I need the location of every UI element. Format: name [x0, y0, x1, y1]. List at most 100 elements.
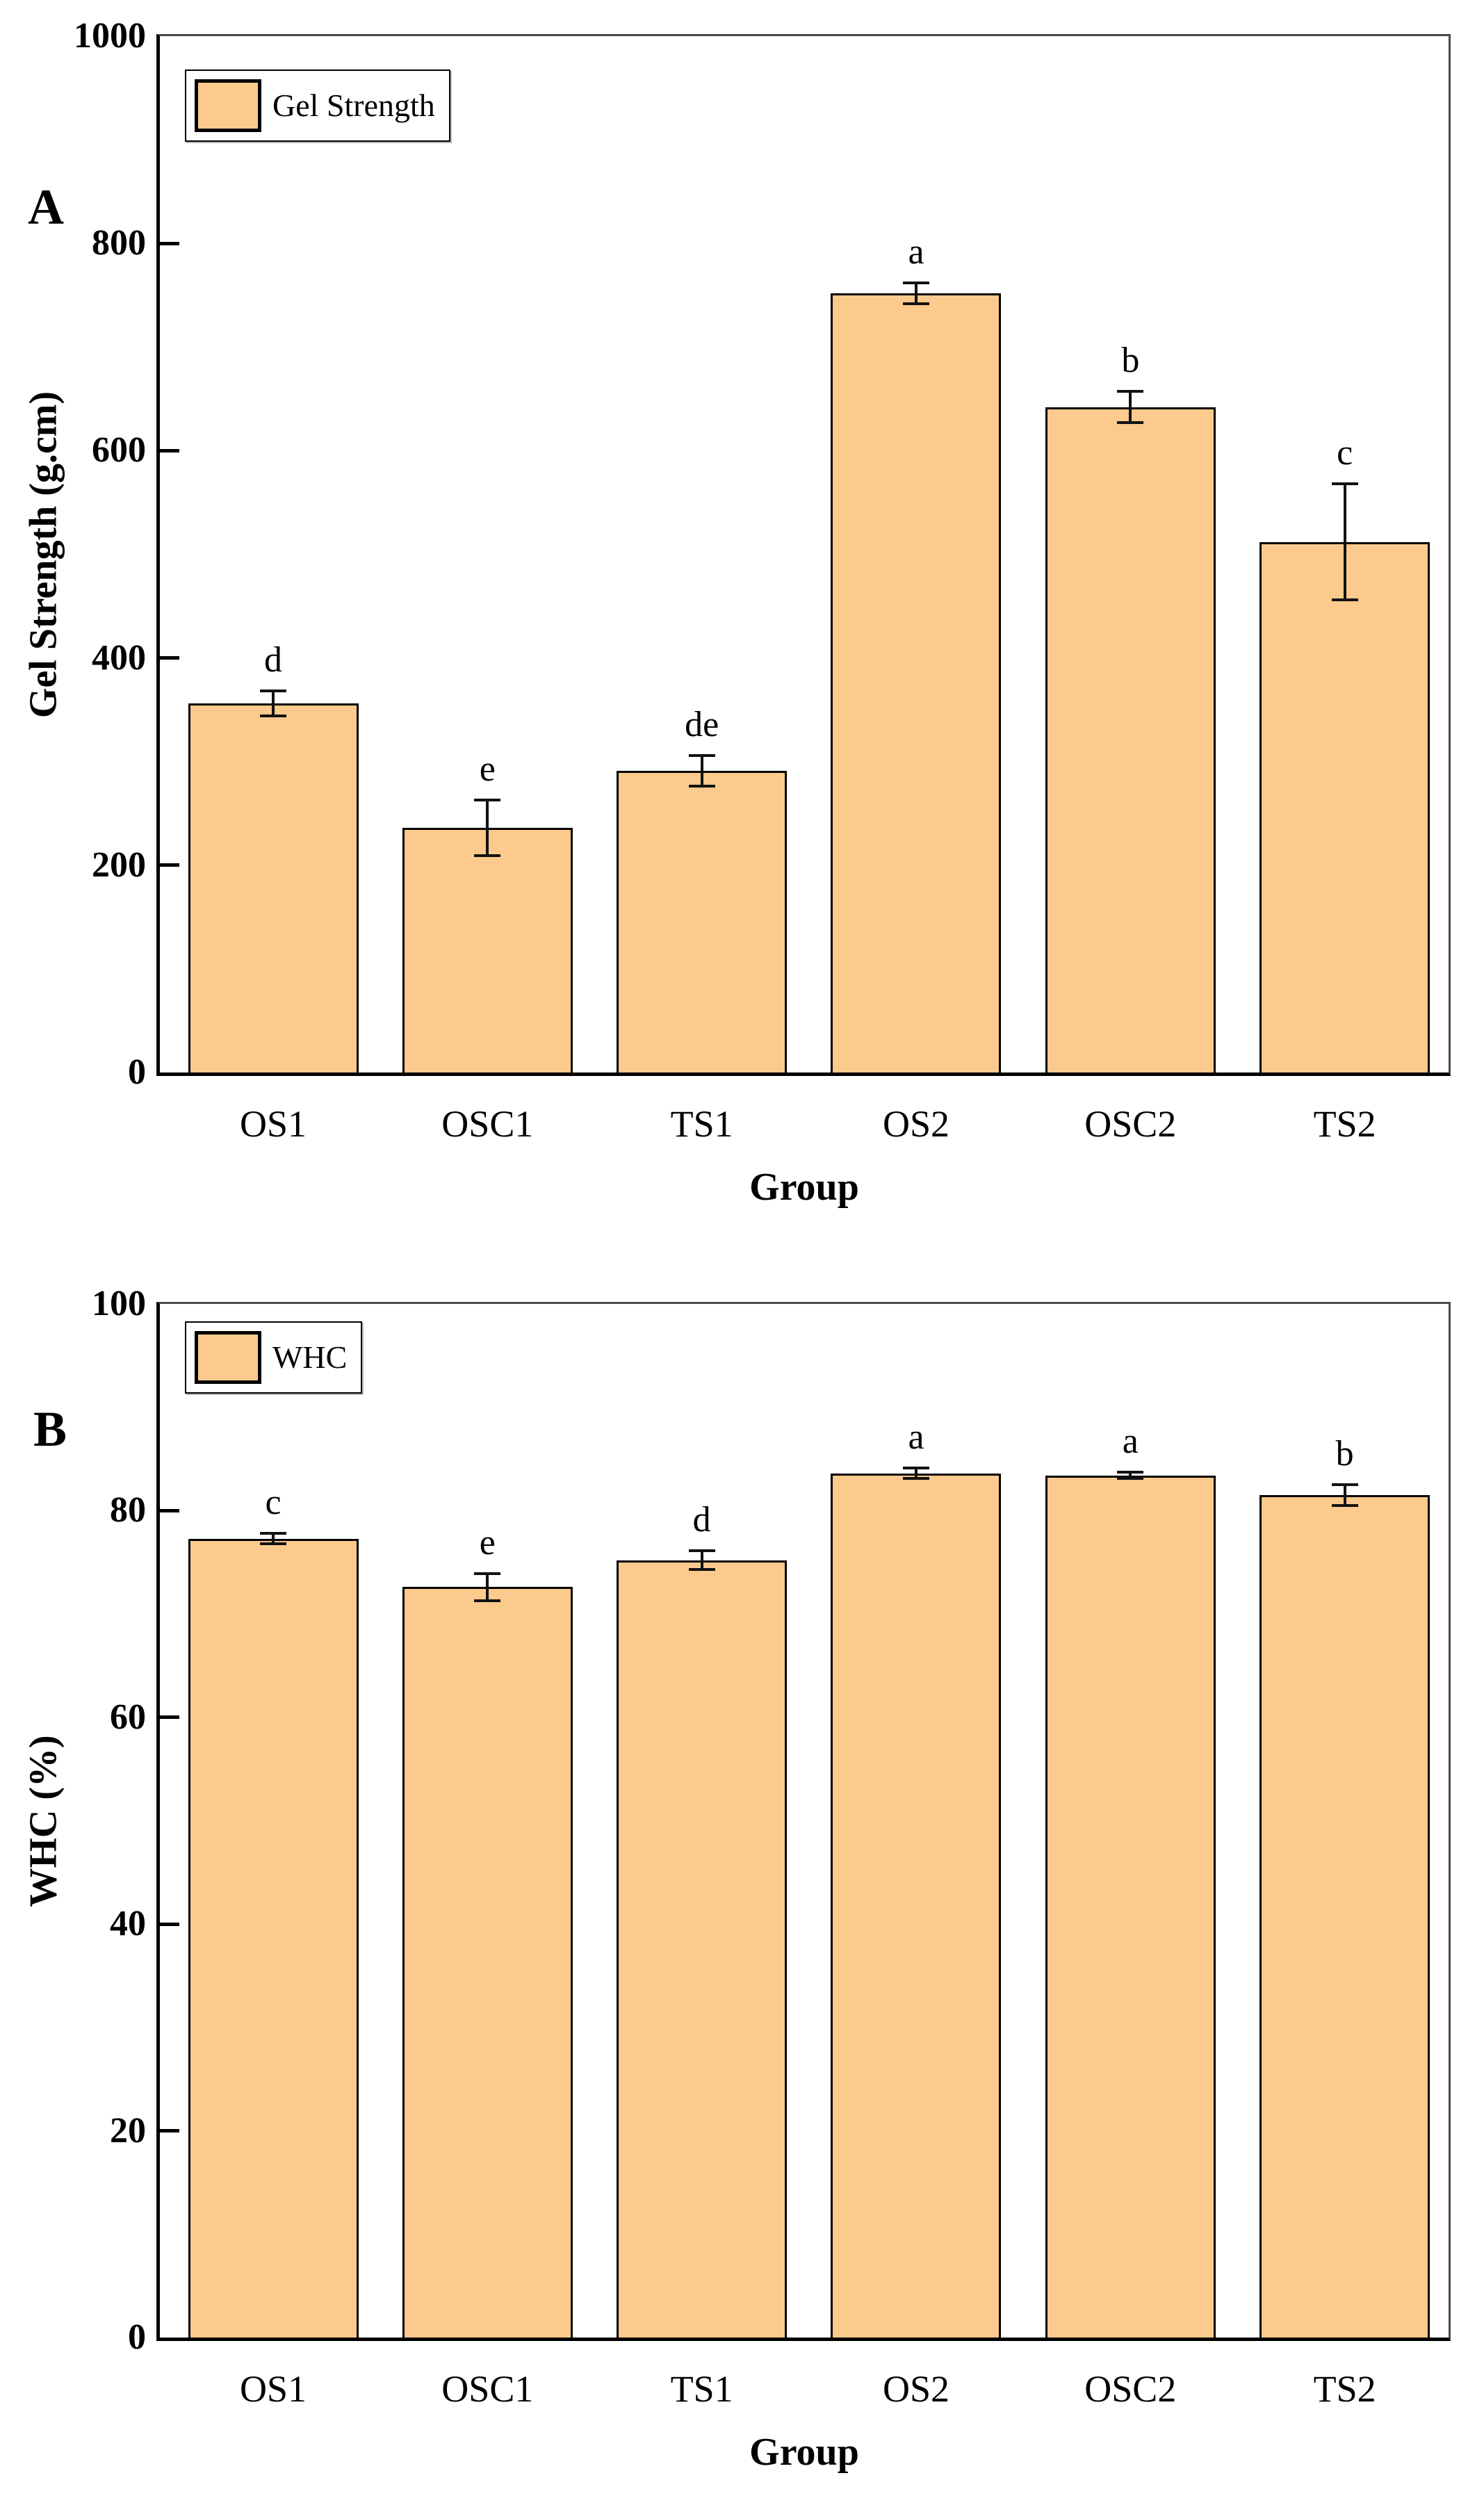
- y-tick-60: [160, 1715, 179, 1720]
- y-tick-200: [160, 863, 179, 867]
- error-bar-OS2: [914, 1468, 918, 1479]
- x-tick-label-OS1: OS1: [239, 1103, 307, 1145]
- legend-label-B: WHC: [272, 1339, 348, 1375]
- error-cap-upper-OSC1: [474, 1572, 501, 1576]
- sig-letter-OS1: d: [264, 640, 282, 680]
- legend-swatch-B: [195, 1331, 261, 1384]
- error-cap-upper-OSC1: [474, 798, 501, 801]
- y-tick-600: [160, 448, 179, 452]
- x-tick-label-TS2: TS2: [1313, 1103, 1376, 1145]
- error-bar-TS1: [700, 1551, 703, 1570]
- y-tick-label-80: 80: [110, 1490, 146, 1531]
- error-cap-lower-TS1: [688, 1568, 715, 1572]
- error-cap-lower-TS1: [688, 785, 715, 788]
- error-cap-lower-OSC1: [474, 854, 501, 858]
- x-tick-label-OSC2: OSC2: [1084, 2368, 1177, 2410]
- error-bar-OS2: [914, 282, 918, 304]
- y-tick-label-200: 200: [92, 845, 146, 885]
- legend-B: WHC: [185, 1321, 363, 1394]
- bar-TS1: [617, 1560, 788, 2338]
- y-tick-label-0: 0: [128, 1052, 146, 1092]
- x-tick-label-OS2: OS2: [882, 2368, 949, 2410]
- x-axis-title-B: Group: [749, 2431, 859, 2474]
- bar-OS2: [831, 1473, 1002, 2338]
- y-axis-title-B: WHC (%): [22, 1734, 65, 1907]
- x-tick-label-TS1: TS1: [670, 2368, 733, 2410]
- panel-letter-A: A: [28, 179, 64, 235]
- y-tick-800: [160, 241, 179, 245]
- x-tick-label-OS2: OS2: [882, 1103, 949, 1145]
- plot-area-A: [156, 34, 1451, 1076]
- error-bar-OSC2: [1129, 391, 1132, 423]
- error-cap-upper-TS1: [688, 753, 715, 757]
- error-cap-lower-OSC2: [1117, 1477, 1144, 1481]
- error-bar-TS2: [1343, 484, 1346, 601]
- error-cap-lower-OSC1: [474, 1599, 501, 1602]
- bar-TS2: [1259, 541, 1430, 1072]
- error-cap-upper-OS1: [260, 1532, 286, 1535]
- y-tick-label-800: 800: [92, 223, 146, 263]
- error-cap-lower-OS2: [902, 302, 929, 305]
- y-tick-20: [160, 2129, 179, 2133]
- x-tick-label-OSC1: OSC1: [441, 2368, 534, 2410]
- error-bar-TS1: [700, 755, 703, 787]
- error-cap-lower-OS1: [260, 715, 286, 718]
- x-tick-label-OSC1: OSC1: [441, 1103, 534, 1145]
- y-tick-label-20: 20: [110, 2110, 146, 2151]
- y-tick-label-400: 400: [92, 637, 146, 678]
- bar-OS1: [188, 703, 359, 1072]
- plot-area-B: [156, 1302, 1451, 2341]
- y-tick-label-0: 0: [128, 2317, 146, 2357]
- error-bar-OS1: [272, 1533, 275, 1544]
- y-tick-label-40: 40: [110, 1904, 146, 1944]
- error-cap-lower-OSC2: [1117, 421, 1144, 425]
- legend-label-A: Gel Strength: [272, 88, 435, 123]
- legend-swatch-A: [195, 79, 261, 132]
- x-tick-label-OS1: OS1: [239, 2368, 307, 2410]
- error-cap-upper-OSC2: [1117, 390, 1144, 393]
- x-axis-title-A: Group: [749, 1166, 859, 1209]
- error-cap-upper-TS2: [1331, 1483, 1358, 1487]
- error-bar-OSC1: [486, 1574, 489, 1601]
- error-cap-upper-TS1: [688, 1549, 715, 1553]
- sig-letter-OS2: a: [908, 231, 924, 272]
- bar-OSC2: [1045, 1475, 1216, 2338]
- error-bar-OS1: [272, 691, 275, 717]
- error-cap-upper-OSC2: [1117, 1471, 1144, 1474]
- error-bar-TS2: [1343, 1485, 1346, 1506]
- sig-letter-TS2: c: [1337, 433, 1353, 473]
- legend-A: Gel Strength: [185, 70, 450, 142]
- bar-OSC2: [1045, 407, 1216, 1072]
- y-tick-400: [160, 656, 179, 660]
- x-tick-label-TS2: TS2: [1313, 2368, 1376, 2410]
- y-tick-80: [160, 1508, 179, 1512]
- sig-letter-OSC1: e: [479, 1523, 496, 1563]
- sig-letter-TS1: de: [685, 704, 719, 744]
- error-cap-lower-OS1: [260, 1542, 286, 1545]
- error-cap-upper-OS2: [902, 281, 929, 284]
- bar-OS2: [831, 293, 1002, 1072]
- sig-letter-TS1: d: [692, 1500, 711, 1540]
- y-tick-label-1000: 1000: [74, 16, 146, 56]
- error-cap-upper-TS2: [1331, 482, 1358, 486]
- error-cap-lower-TS2: [1331, 598, 1358, 602]
- error-cap-upper-OS2: [902, 1467, 929, 1470]
- bar-OS1: [188, 1538, 359, 2338]
- x-tick-label-OSC2: OSC2: [1084, 1103, 1177, 1145]
- sig-letter-OS1: c: [265, 1483, 282, 1523]
- sig-letter-TS2: b: [1335, 1434, 1354, 1474]
- bar-OSC1: [402, 828, 573, 1072]
- y-tick-40: [160, 1922, 179, 1926]
- y-tick-label-60: 60: [110, 1697, 146, 1737]
- error-bar-OSC1: [486, 799, 489, 856]
- sig-letter-OSC2: a: [1122, 1421, 1139, 1462]
- error-cap-lower-OS2: [902, 1477, 929, 1481]
- y-tick-label-100: 100: [92, 1284, 146, 1323]
- bar-OSC1: [402, 1587, 573, 2338]
- panel-letter-B: B: [33, 1401, 67, 1457]
- y-tick-label-600: 600: [92, 430, 146, 471]
- sig-letter-OSC2: b: [1121, 341, 1140, 381]
- bar-TS2: [1259, 1495, 1430, 2338]
